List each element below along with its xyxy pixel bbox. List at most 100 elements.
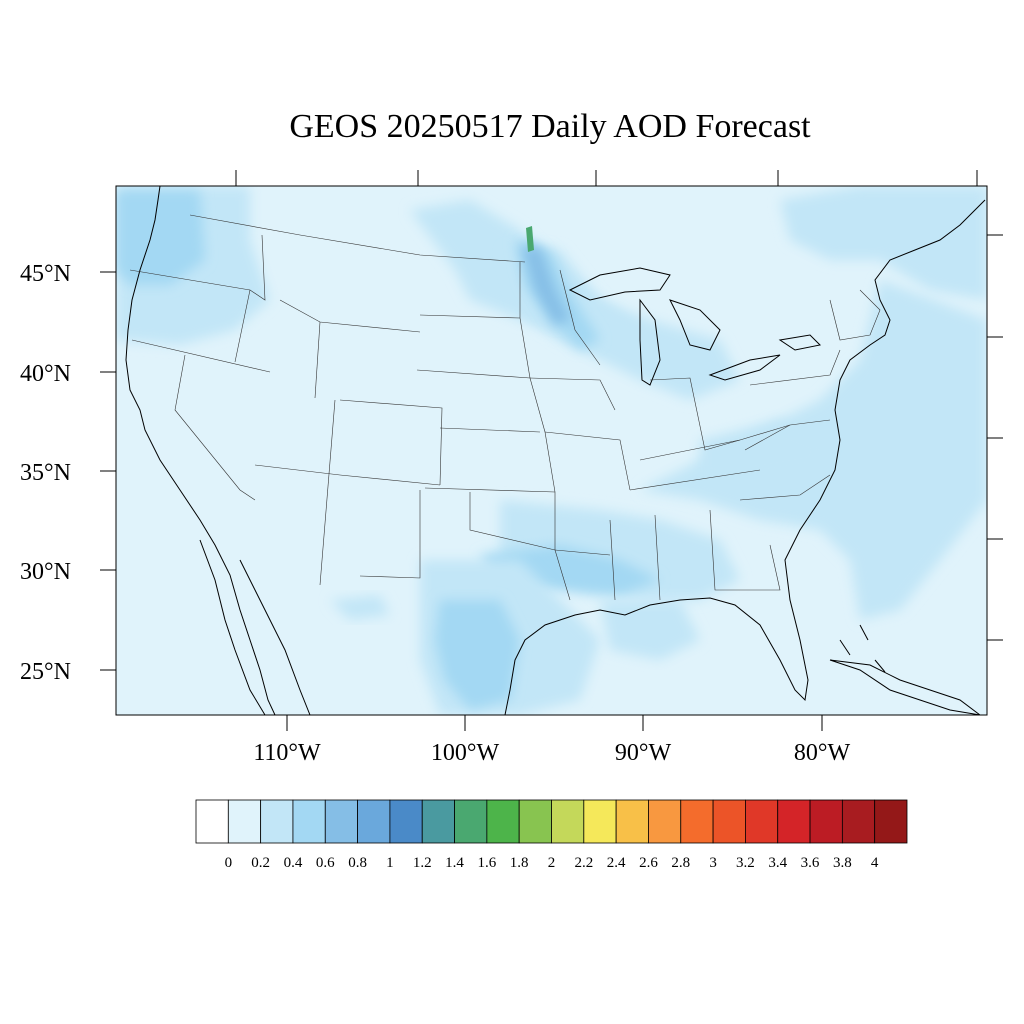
border-sd-ne <box>416 369 531 379</box>
colorbar-swatch <box>518 799 552 844</box>
border-canada <box>189 214 526 263</box>
great-lake-michigan <box>639 298 661 386</box>
border-nv <box>174 354 256 501</box>
colorbar-swatch <box>357 799 391 844</box>
bahamas <box>839 624 886 673</box>
right-ticks <box>987 234 1003 641</box>
colorbar-tick-label: 2.6 <box>639 855 658 871</box>
border-ks-ok <box>424 487 556 493</box>
border-ga-fl <box>709 509 781 591</box>
colorbar-tick-label: 0 <box>225 855 233 871</box>
map-title: GEOS 20250517 Daily AOD Forecast <box>289 108 811 145</box>
colorbar-tick-label: 4 <box>871 855 879 871</box>
colorbar-tick-label: 0.8 <box>348 855 367 871</box>
colorbar-swatch <box>874 799 908 844</box>
lon-ticks <box>286 715 823 731</box>
great-lake-huron <box>669 299 721 351</box>
border-wy <box>314 321 321 399</box>
colorbar-swatch <box>195 799 229 844</box>
colorbar-tick-label: 1.4 <box>445 855 464 871</box>
aod-spike <box>526 226 534 252</box>
great-lake-superior <box>568 267 671 301</box>
great-lake-ontario <box>778 334 822 351</box>
cuba <box>829 659 981 715</box>
border-wa-or <box>129 269 251 291</box>
aod-plume-texas-core <box>435 600 520 710</box>
border-mn-wi <box>559 269 601 366</box>
border-ok-tx <box>469 492 556 551</box>
coastline-gulf <box>504 199 986 715</box>
colorbar-swatch <box>680 799 714 844</box>
border-pa-ny <box>749 349 841 386</box>
border-new-england <box>829 289 881 341</box>
border-ohio <box>649 377 741 451</box>
colorbar-swatch <box>292 799 326 844</box>
colorbar-swatch <box>421 799 455 844</box>
coastlines <box>125 186 986 715</box>
colorbar-swatch <box>551 799 585 844</box>
map-frame <box>115 185 988 716</box>
colorbar-tick-label: 3.8 <box>833 855 852 871</box>
border-sc-nc <box>739 474 831 501</box>
border-va <box>744 419 831 451</box>
aod-plume-midatlantic <box>700 420 830 480</box>
border-mo-ar <box>544 431 631 491</box>
coastline-mexico-west <box>239 559 311 715</box>
colorbar-tick-label: 1.2 <box>413 855 432 871</box>
colorbar: 0 0.2 0.4 0.6 0.8 1 1.2 1.4 1.6 1.8 2 2.2 2.4 2.6 2.8 3… <box>195 799 908 871</box>
coastline-west <box>125 186 276 715</box>
colorbar-tick-label: 3.2 <box>736 855 755 871</box>
colorbar-swatch <box>809 799 843 844</box>
colorbar-swatch <box>745 799 779 844</box>
lon-label-80w: 80°W <box>794 740 851 766</box>
aod-plume-northeast <box>780 186 987 300</box>
colorbar-tick-label: 2 <box>548 855 556 871</box>
colorbar-swatch <box>260 799 294 844</box>
border-id-west <box>234 234 266 363</box>
aod-plume-washington <box>116 190 205 285</box>
lat-label-45n: 45°N <box>20 261 71 287</box>
colorbar-swatch <box>389 799 423 844</box>
colorbar-tick-label: 0.2 <box>251 855 270 871</box>
colorbar-swatch <box>615 799 649 844</box>
border-ia-mo <box>529 377 616 411</box>
aod-field <box>116 186 987 715</box>
border-nm-tx <box>359 490 421 579</box>
colorbar-tick-label: 0.4 <box>284 855 303 871</box>
colorbar-swatch <box>227 799 262 844</box>
border-co <box>339 399 443 486</box>
colorbar-tick-label: 3.4 <box>768 855 787 871</box>
lat-label-25n: 25°N <box>20 659 71 685</box>
colorbar-tick-label: 2.2 <box>574 855 593 871</box>
lat-label-35n: 35°N <box>20 460 71 486</box>
border-tn <box>629 469 761 491</box>
border-ar-la <box>554 549 611 556</box>
lat-label-30n: 30°N <box>20 559 71 585</box>
colorbar-swatch <box>486 799 520 844</box>
top-ticks <box>235 170 978 186</box>
colorbar-swatch <box>324 799 358 844</box>
colorbar-swatch <box>841 799 876 844</box>
aod-plume-minnesota-core <box>522 245 570 325</box>
lon-label-90w: 90°W <box>615 740 672 766</box>
colorbar-tick-label: 3 <box>709 855 717 871</box>
border-ms-al <box>609 514 661 601</box>
colorbar-tick-label: 1.8 <box>510 855 529 871</box>
colorbar-tick-label: 1.6 <box>477 855 496 871</box>
lon-label-110w: 110°W <box>253 740 321 766</box>
lat-ticks <box>100 271 116 671</box>
border-ne-ks <box>439 427 541 433</box>
colorbar-swatch <box>712 799 746 844</box>
border-nd-sd <box>419 314 521 319</box>
great-lake-erie <box>708 354 781 381</box>
lat-label-40n: 40°N <box>20 361 71 387</box>
colorbar-tick-label: 0.6 <box>316 855 335 871</box>
colorbar-tick-label: 2.8 <box>671 855 690 871</box>
colorbar-tick-label: 3.6 <box>801 855 820 871</box>
state-borders <box>129 214 881 601</box>
colorbar-tick-label: 1 <box>386 855 394 871</box>
border-ut-az <box>254 464 441 486</box>
coastline-baja <box>199 539 266 715</box>
colorbar-swatch <box>777 799 811 844</box>
